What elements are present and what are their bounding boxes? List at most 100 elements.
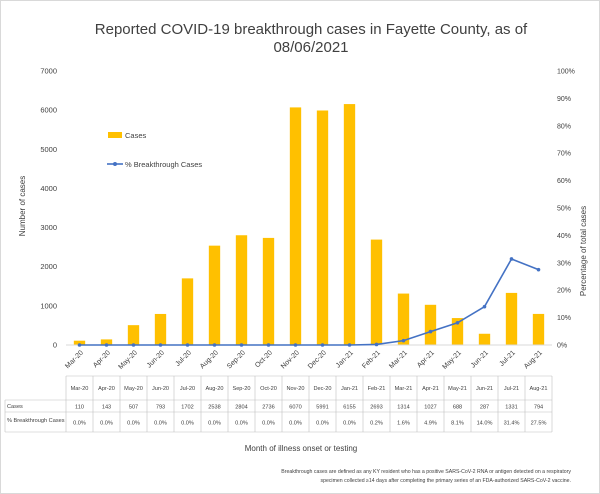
table-header-cell: Nov-20 bbox=[286, 386, 304, 392]
table-header-cell: Jan-21 bbox=[341, 386, 358, 392]
x-tick-label: Sep-20 bbox=[226, 349, 247, 370]
y-tick-label: 4000 bbox=[40, 184, 57, 193]
table-cell-cases: 143 bbox=[102, 405, 111, 411]
y2-tick-label: 90% bbox=[557, 96, 571, 103]
y-tick-label: 2000 bbox=[40, 262, 57, 271]
table-header-cell: Sep-20 bbox=[232, 386, 250, 392]
table-cell-breakthrough: 0.0% bbox=[100, 421, 113, 427]
line-point-feb-21 bbox=[374, 342, 379, 347]
x-tick-label: Oct-20 bbox=[254, 349, 274, 369]
table-cell-breakthrough: 0.0% bbox=[262, 421, 275, 427]
line-point-jun-20 bbox=[158, 343, 163, 347]
y2-tick-label: 10% bbox=[557, 315, 571, 322]
bar-may-21 bbox=[451, 318, 464, 345]
y-tick-label: 5000 bbox=[40, 145, 57, 154]
line-path-breakthrough bbox=[79, 257, 539, 346]
data-table: Mar-20 Apr-20 May-20 Jun-20 Jul-20 Aug-20 Sep-… bbox=[4, 375, 553, 433]
x-tick-label: May-21 bbox=[441, 349, 463, 371]
bar-aug-20 bbox=[208, 245, 221, 345]
table-cell-cases: 2736 bbox=[262, 405, 274, 411]
bar-dec-20 bbox=[316, 110, 329, 345]
table-header-cell: Mar-20 bbox=[71, 386, 89, 392]
table-cell-cases: 1331 bbox=[505, 405, 517, 411]
table-cell-cases: 6155 bbox=[343, 405, 355, 411]
table-cell-breakthrough: 0.0% bbox=[154, 421, 167, 427]
bar-mar-20 bbox=[73, 340, 86, 345]
bar-sep-20 bbox=[235, 235, 248, 345]
table-cell-breakthrough: 27.5% bbox=[531, 421, 547, 427]
legend-label-cases: Cases bbox=[125, 131, 147, 140]
legend-label-breakthrough: % Breakthrough Cases bbox=[125, 160, 202, 169]
secondary-y-axis-ticks: 0% 10% 20% 30% 40% 50% 60% 70% 80% 90% 100% bbox=[557, 69, 575, 350]
y-tick-label: 7000 bbox=[40, 67, 57, 76]
bar-jul-20 bbox=[181, 278, 194, 345]
bar-oct-20 bbox=[262, 237, 275, 345]
table-header-cell: May-21 bbox=[448, 386, 467, 392]
line-point-jul-20 bbox=[185, 343, 190, 347]
line-point-aug-21 bbox=[536, 267, 541, 272]
chart-title-line-2: 08/06/2021 bbox=[273, 39, 348, 56]
table-cell-cases: 6070 bbox=[289, 405, 301, 411]
y2-tick-label: 0% bbox=[557, 343, 567, 350]
x-axis-tick-labels: Mar-20 Apr-20 May-20 Jun-20 Jul-20 Aug-20 Sep-… bbox=[64, 349, 544, 371]
table-header-cell: Dec-20 bbox=[313, 386, 331, 392]
table-header-cell: Jul-20 bbox=[180, 386, 195, 392]
y2-tick-label: 60% bbox=[557, 178, 571, 185]
x-tick-label: Apr-21 bbox=[416, 349, 436, 369]
footnote-line-1: Breakthrough cases are defined as any KY… bbox=[281, 469, 571, 475]
bar-aug-21 bbox=[532, 313, 545, 345]
footnote-line-2: specimen collected ≥14 days after comple… bbox=[320, 478, 571, 484]
table-cell-breakthrough: 0.0% bbox=[127, 421, 140, 427]
y2-tick-label: 100% bbox=[557, 69, 575, 76]
x-tick-label: Nov-20 bbox=[280, 349, 301, 370]
table-header-cell: Jul-21 bbox=[504, 386, 519, 392]
line-point-apr-20 bbox=[104, 343, 109, 347]
x-tick-label: Mar-21 bbox=[388, 349, 409, 370]
y-axis-label: Number of cases bbox=[18, 176, 27, 236]
x-tick-label: Jun-20 bbox=[146, 349, 166, 369]
line-point-apr-21 bbox=[428, 329, 433, 334]
x-tick-label: Aug-20 bbox=[199, 349, 220, 370]
table-cell-breakthrough: 14.0% bbox=[477, 421, 493, 427]
x-tick-label: Jun-21 bbox=[470, 349, 490, 369]
x-tick-label: May-20 bbox=[117, 349, 139, 371]
table-cell-breakthrough: 0.0% bbox=[235, 421, 248, 427]
table-cell-cases: 507 bbox=[129, 405, 138, 411]
y-tick-label: 1000 bbox=[40, 301, 57, 310]
table-cell-cases: 2804 bbox=[235, 405, 247, 411]
table-cell-cases: 793 bbox=[156, 405, 165, 411]
line-point-mar-20 bbox=[77, 343, 82, 347]
line-point-may-20 bbox=[131, 343, 136, 347]
table-cell-breakthrough: 0.0% bbox=[73, 421, 86, 427]
table-cell-breakthrough: 8.1% bbox=[451, 421, 464, 427]
x-tick-label: Apr-20 bbox=[92, 349, 112, 369]
table-cell-cases: 688 bbox=[453, 405, 462, 411]
bar-jul-21 bbox=[505, 292, 518, 345]
y-tick-label: 0 bbox=[53, 341, 57, 350]
table-cell-cases: 794 bbox=[534, 405, 543, 411]
y2-tick-label: 30% bbox=[557, 260, 571, 267]
line-point-jul-21 bbox=[509, 257, 514, 261]
line-series-breakthrough bbox=[77, 257, 541, 347]
line-point-oct-20 bbox=[266, 343, 271, 347]
x-tick-label: Jan-21 bbox=[335, 349, 355, 369]
table-cell-breakthrough: 4.9% bbox=[424, 421, 437, 427]
table-header-cell: Jun-21 bbox=[476, 386, 493, 392]
line-point-sep-20 bbox=[239, 343, 244, 347]
table-cell-cases: 110 bbox=[75, 405, 84, 411]
legend-swatch-cases bbox=[108, 132, 122, 138]
table-cell-cases: 2693 bbox=[370, 405, 382, 411]
table-cell-breakthrough: 31.4% bbox=[504, 421, 520, 427]
table-cell-breakthrough: 1.6% bbox=[397, 421, 410, 427]
table-cell-cases: 1702 bbox=[181, 405, 193, 411]
table-cell-breakthrough: 0.0% bbox=[316, 421, 329, 427]
y2-tick-label: 20% bbox=[557, 288, 571, 295]
line-point-aug-20 bbox=[212, 343, 217, 347]
table-cell-breakthrough: 0.0% bbox=[343, 421, 356, 427]
x-tick-label: Dec-20 bbox=[307, 349, 328, 370]
bar-jun-20 bbox=[154, 313, 167, 345]
table-cell-breakthrough: 0.0% bbox=[208, 421, 221, 427]
table-cell-cases: 5991 bbox=[316, 405, 328, 411]
table-header-cell: Oct-20 bbox=[260, 386, 277, 392]
